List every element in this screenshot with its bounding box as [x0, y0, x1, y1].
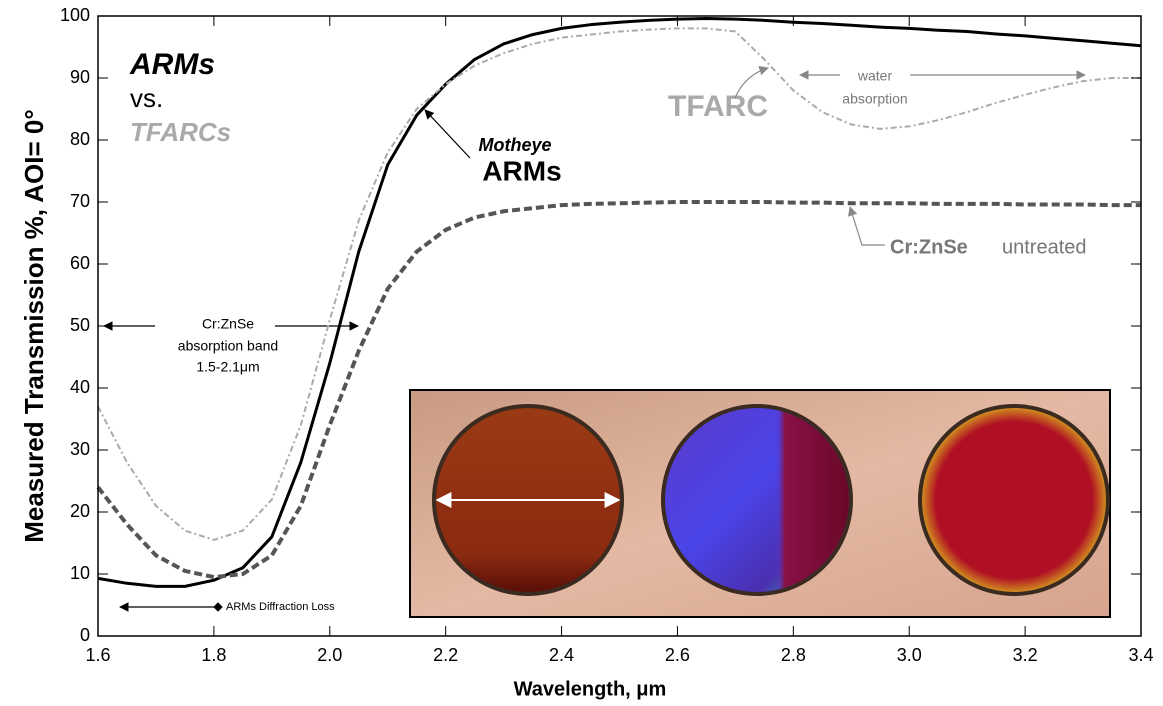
annotation: untreated	[1002, 236, 1087, 258]
y-tick-label: 0	[80, 625, 90, 645]
y-tick-label: 20	[70, 501, 90, 521]
y-tick-label: 100	[60, 5, 90, 25]
annotation: ARMs Diffraction Loss	[226, 601, 335, 613]
y-tick-label: 10	[70, 563, 90, 583]
annotation-arrows	[103, 65, 1086, 612]
annotation: vs.	[130, 83, 163, 113]
x-tick-label: 2.4	[549, 645, 574, 665]
x-tick-label: 3.4	[1128, 645, 1153, 665]
x-tick-label: 2.2	[433, 645, 458, 665]
annotation: Motheye	[478, 135, 551, 155]
x-tick-label: 1.8	[201, 645, 226, 665]
annotation: ARMs	[482, 155, 561, 186]
x-tick-label: 3.2	[1013, 645, 1038, 665]
y-tick-label: 30	[70, 439, 90, 459]
x-axis-label: Wavelength, μm	[514, 678, 667, 700]
x-tick-label: 2.6	[665, 645, 690, 665]
annotation: absorption	[842, 91, 907, 107]
annotation: absorption band	[178, 338, 278, 354]
y-tick-label: 70	[70, 191, 90, 211]
annotation: TFARCs	[130, 117, 231, 147]
x-tick-label: 1.6	[85, 645, 110, 665]
x-tick-label: 2.0	[317, 645, 342, 665]
annotation: ARMs	[129, 48, 215, 81]
annotation: Cr:ZnSe	[890, 236, 968, 258]
annotation: 1.5-2.1μm	[196, 359, 259, 375]
annotation: water	[857, 68, 893, 84]
x-tick-label: 3.0	[897, 645, 922, 665]
inset-photo	[409, 389, 1111, 618]
annotation: Cr:ZnSe	[202, 316, 254, 332]
y-tick-label: 60	[70, 253, 90, 273]
y-axis-label: Measured Transmission %, AOI= 0°	[19, 109, 49, 543]
y-tick-label: 50	[70, 315, 90, 335]
x-tick-label: 2.8	[781, 645, 806, 665]
series-line	[97, 27, 1141, 541]
y-tick-label: 40	[70, 377, 90, 397]
y-tick-label: 80	[70, 129, 90, 149]
annotation: TFARC	[668, 90, 768, 123]
series-line	[97, 16, 1142, 588]
y-tick-label: 90	[70, 67, 90, 87]
